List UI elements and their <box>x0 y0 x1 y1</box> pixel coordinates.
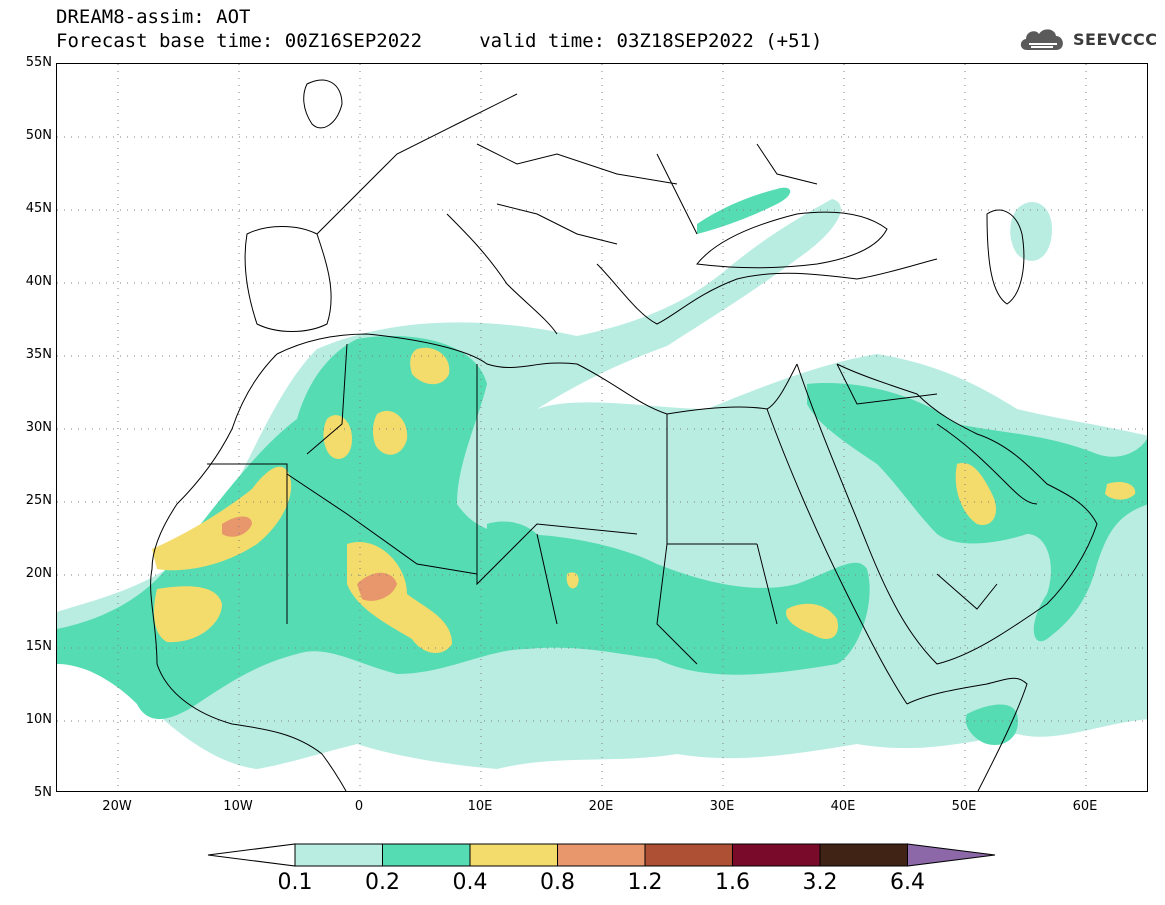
chart-title: DREAM8-assim: AOT <box>56 6 251 28</box>
lon-label: 10W <box>223 799 253 814</box>
lon-label: 20W <box>102 799 132 814</box>
lat-label: 25N <box>25 493 52 508</box>
map-area <box>56 63 1148 792</box>
colorbar-bin <box>469 843 558 867</box>
lon-label: 50E <box>951 799 977 814</box>
colorbar-bin <box>819 843 908 867</box>
cloud-icon <box>1020 29 1063 50</box>
colorbar-label: 6.4 <box>890 870 925 895</box>
aot-map <box>57 64 1147 791</box>
lat-label: 35N <box>25 347 52 362</box>
lat-label: 20N <box>25 566 52 581</box>
colorbar-label: 0.8 <box>540 870 575 895</box>
colorbar-bin <box>732 843 821 867</box>
graticule <box>57 64 1147 791</box>
colorbar-bin <box>382 843 471 867</box>
lon-label: 30E <box>709 799 735 814</box>
lon-label: 40E <box>830 799 856 814</box>
lon-label: 10E <box>467 799 493 814</box>
forecast-times: Forecast base time: 00Z16SEP2022 valid t… <box>56 30 823 52</box>
lat-label: 40N <box>25 274 52 289</box>
lat-label: 5N <box>34 785 52 800</box>
lat-label: 15N <box>25 639 52 654</box>
aot-band-0.8-1.2 <box>222 516 397 601</box>
coastlines <box>150 79 1098 791</box>
colorbar-bin <box>557 843 646 867</box>
lat-label: 50N <box>25 128 52 143</box>
lon-label: 0 <box>354 799 364 814</box>
colorbar <box>207 843 996 867</box>
logo-text: SEEVCCC <box>1073 29 1158 49</box>
seevccc-logo: SEEVCCC <box>1017 24 1158 54</box>
colorbar-label: 0.4 <box>452 870 488 895</box>
lat-label: 45N <box>25 201 52 216</box>
aot-band-0.4-0.8 <box>152 347 1136 654</box>
lon-label: 60E <box>1072 799 1098 814</box>
lat-label: 10N <box>25 712 52 727</box>
lat-label: 30N <box>25 420 52 435</box>
colorbar-label: 1.2 <box>627 870 663 895</box>
lat-label: 55N <box>25 55 52 70</box>
colorbar-label: 0.1 <box>277 870 313 895</box>
colorbar-bin <box>644 843 733 867</box>
colorbar-label: 3.2 <box>802 870 838 895</box>
colorbar-label: 1.6 <box>715 870 750 895</box>
colorbar-bin <box>294 843 383 867</box>
colorbar-over-arrow <box>907 843 996 867</box>
lon-label: 20E <box>588 799 614 814</box>
colorbar-label: 0.2 <box>365 870 400 895</box>
colorbar-under-arrow <box>207 843 296 867</box>
